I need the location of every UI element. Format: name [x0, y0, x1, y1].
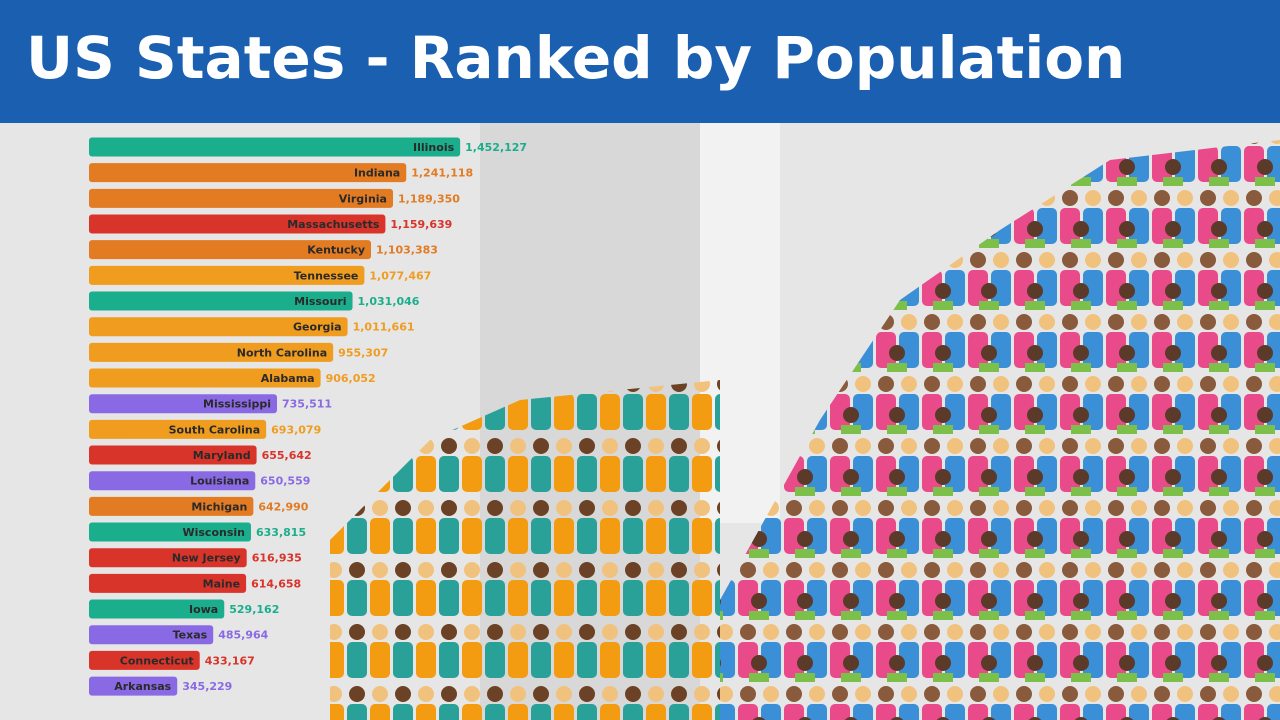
bar-category-label: Alabama — [261, 372, 315, 385]
bar-category-label: Iowa — [189, 603, 218, 616]
value-label: 1,159,639 — [390, 218, 452, 231]
value-label: 906,052 — [326, 372, 376, 385]
bar — [89, 419, 267, 439]
value-label: 616,935 — [252, 552, 302, 565]
bar-category-label: Maryland — [193, 449, 251, 462]
bar-category-label: Louisiana — [190, 475, 249, 488]
value-label: 650,559 — [260, 475, 310, 488]
bar-category-label: Missouri — [294, 295, 346, 308]
bar — [89, 573, 247, 593]
value-label: 485,964 — [218, 629, 268, 642]
bar — [89, 471, 256, 491]
value-label: 633,815 — [256, 526, 306, 539]
bar — [89, 650, 200, 670]
bar — [89, 188, 393, 208]
bar-category-label: Virginia — [339, 192, 387, 205]
bar — [89, 163, 407, 183]
bar-category-label: Tennessee — [294, 269, 359, 282]
bar-category-label: Wisconsin — [182, 526, 245, 539]
title-banner — [0, 0, 1280, 123]
bar-category-label: Maine — [203, 577, 240, 590]
bar — [89, 317, 348, 337]
bar — [89, 445, 257, 465]
bar — [89, 240, 372, 260]
bar-category-label: South Carolina — [169, 423, 261, 436]
bar-category-label: Texas — [173, 629, 208, 642]
bar-category-label: Georgia — [293, 321, 342, 334]
value-label: 345,229 — [182, 680, 232, 693]
chart-title: US States - Ranked by Population — [26, 24, 1125, 92]
value-label: 1,031,046 — [358, 295, 420, 308]
bar-category-label: Illinois — [413, 141, 455, 154]
bar — [89, 676, 178, 696]
bar-category-label: North Carolina — [237, 346, 327, 359]
bar — [89, 394, 277, 414]
bar-category-label: Kentucky — [307, 244, 365, 257]
bar — [89, 265, 365, 285]
bar-category-label: New Jersey — [172, 552, 241, 565]
crowd-illustration — [330, 380, 720, 720]
value-label: 655,642 — [262, 449, 312, 462]
bar-chart: Illinois 1,452,127 Indiana 1,241,118 Virgini… — [89, 137, 527, 696]
bar — [89, 368, 321, 388]
value-label: 1,189,350 — [398, 192, 460, 205]
value-label: 529,162 — [229, 603, 279, 616]
value-label: 1,452,127 — [465, 141, 527, 154]
value-label: 955,307 — [338, 346, 388, 359]
bar-category-label: Arkansas — [114, 680, 171, 693]
bar — [89, 137, 461, 157]
value-label: 1,011,661 — [353, 321, 415, 334]
bar — [89, 214, 386, 234]
bar-category-label: Massachusetts — [287, 218, 380, 231]
value-label: 1,103,383 — [376, 244, 438, 257]
value-label: 735,511 — [282, 398, 332, 411]
bar — [89, 291, 353, 311]
value-label: 433,167 — [205, 654, 255, 667]
bar-category-label: Indiana — [354, 167, 400, 180]
bar — [89, 522, 252, 542]
value-label: 1,241,118 — [411, 167, 473, 180]
bar — [89, 342, 334, 362]
bar — [89, 599, 225, 619]
bar-category-label: Michigan — [191, 500, 247, 513]
value-label: 693,079 — [271, 423, 321, 436]
bar — [89, 548, 247, 568]
value-label: 614,658 — [251, 577, 301, 590]
value-label: 642,990 — [258, 500, 308, 513]
value-label: 1,077,467 — [369, 269, 431, 282]
crowd-illustration — [720, 140, 1280, 720]
bar — [89, 496, 254, 516]
bar-category-label: Mississippi — [203, 398, 271, 411]
bar-category-label: Connecticut — [120, 654, 194, 667]
bar — [89, 625, 214, 645]
